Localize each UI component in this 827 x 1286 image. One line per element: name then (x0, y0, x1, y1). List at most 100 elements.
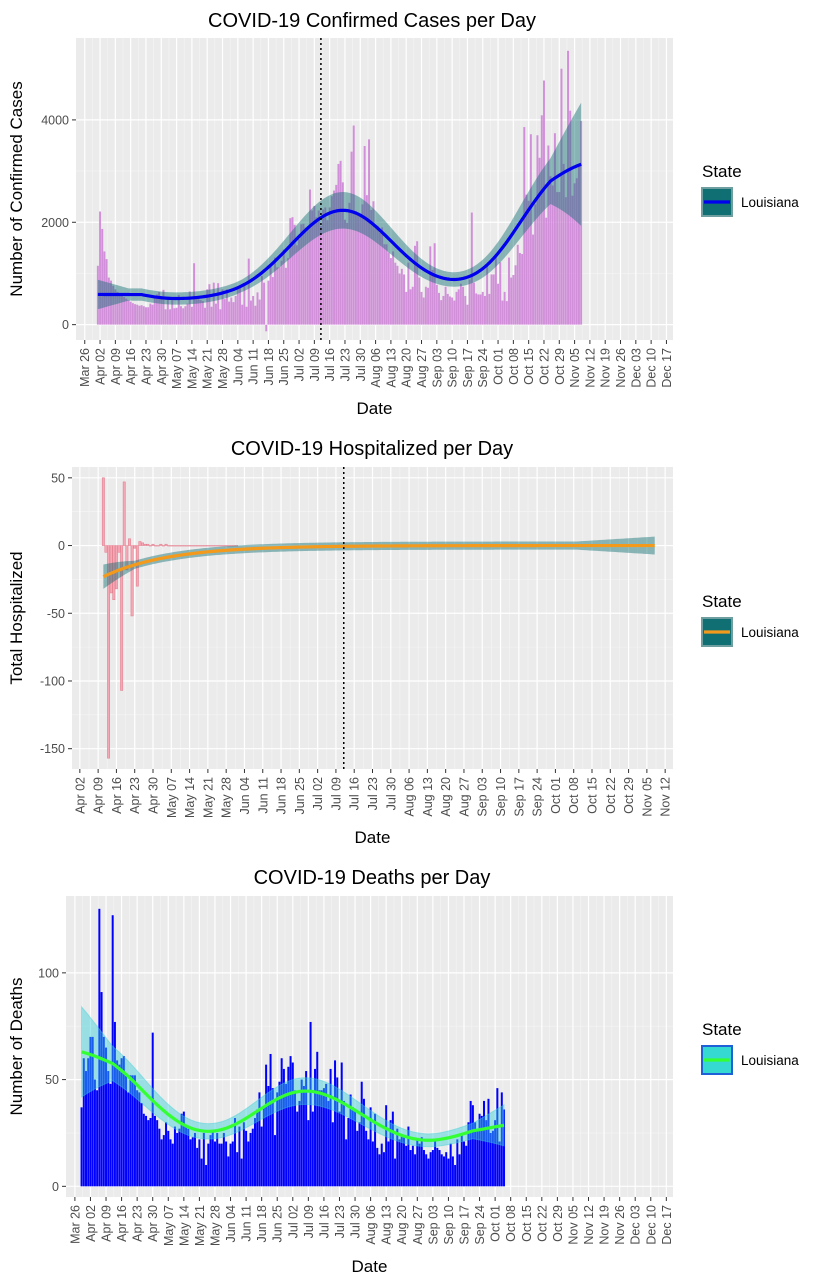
bar (392, 251, 395, 325)
bar (300, 1079, 303, 1187)
bar (309, 1021, 312, 1187)
bar (361, 204, 364, 325)
bar (177, 545, 181, 547)
bar (398, 273, 401, 325)
bar (429, 246, 432, 325)
bar (295, 245, 298, 325)
bar (146, 543, 150, 546)
bar (258, 1092, 261, 1187)
bar (252, 295, 255, 325)
bar (447, 1158, 450, 1187)
bar (209, 545, 212, 547)
bar (267, 280, 270, 325)
x-tick-label: Aug 13 (421, 777, 435, 817)
bar (374, 1113, 377, 1187)
bar (514, 265, 517, 325)
bar (151, 1032, 154, 1187)
bar (371, 1141, 374, 1187)
bar (171, 1143, 174, 1187)
bar (477, 294, 480, 325)
bar (314, 1068, 317, 1187)
x-tick-label: Oct 22 (535, 1205, 549, 1242)
x-tick-label: Nov 12 (583, 348, 597, 388)
bar (160, 297, 163, 325)
bar (251, 1128, 254, 1187)
y-tick-label: 0 (62, 318, 69, 332)
x-tick-label: Oct 08 (504, 1205, 518, 1242)
x-tick-label: May 21 (201, 777, 215, 818)
legend: State Louisiana (701, 1020, 799, 1075)
bar (580, 120, 583, 325)
bar (122, 1056, 125, 1187)
bar (230, 297, 233, 325)
bar (125, 545, 129, 571)
bar (387, 252, 390, 325)
bar (239, 285, 241, 325)
bar (475, 293, 478, 325)
bar (313, 205, 316, 325)
bar (100, 992, 103, 1187)
y-axis-title: Number of Deaths (7, 978, 26, 1116)
bar (542, 80, 545, 325)
bar (219, 309, 222, 325)
bar (218, 1143, 221, 1187)
bar (536, 135, 539, 325)
x-tick-label: Aug 20 (400, 348, 414, 388)
bar (505, 301, 508, 325)
bar (413, 245, 416, 325)
x-tick-label: Aug 20 (439, 777, 453, 817)
bar (551, 185, 554, 325)
bar (529, 134, 532, 325)
bar (85, 1071, 88, 1187)
bar (134, 304, 137, 325)
bar (109, 1083, 112, 1187)
x-tick-label: Oct 22 (537, 348, 551, 385)
bar (159, 543, 163, 546)
x-tick-label: Apr 16 (124, 348, 138, 385)
x-tick-label: Nov 05 (640, 777, 654, 817)
bar (451, 1156, 454, 1187)
bar (120, 545, 124, 691)
bar (347, 1118, 350, 1187)
bar (547, 145, 550, 325)
bar (158, 291, 161, 325)
x-tick-label: Oct 15 (520, 1205, 534, 1242)
bar (154, 545, 158, 547)
x-tick-label: Apr 16 (110, 777, 124, 814)
bar (409, 1150, 412, 1187)
x-axis-title: Date (352, 1257, 388, 1276)
bar (327, 1100, 330, 1187)
bar (394, 262, 397, 325)
y-tick-label: 50 (51, 471, 65, 485)
bar (210, 306, 213, 325)
x-tick-label: Jul 09 (302, 1205, 316, 1238)
bar (307, 1120, 310, 1187)
bar (367, 1139, 370, 1187)
bar (389, 1120, 392, 1187)
bar (549, 176, 552, 325)
bar (133, 545, 137, 549)
bar (211, 1130, 214, 1187)
bar (110, 280, 112, 325)
bar (236, 1152, 239, 1187)
bar (573, 183, 576, 325)
bar (256, 1109, 259, 1187)
x-tick-label: Jun 04 (231, 348, 245, 386)
bar (206, 545, 210, 547)
bar (427, 287, 430, 325)
bar (260, 276, 263, 325)
bar (167, 1130, 170, 1187)
chart-2: COVID-19 Hospitalized per Day -150 -100 -50… (7, 438, 799, 847)
bar (225, 1141, 228, 1187)
x-tick-label: Jul 23 (338, 348, 352, 381)
x-tick-label: Apr 02 (84, 1205, 98, 1242)
bar (427, 1158, 430, 1187)
bar (336, 1077, 339, 1187)
bar (222, 545, 225, 547)
bar (420, 291, 423, 325)
bar (374, 228, 377, 325)
bar (247, 1141, 250, 1187)
bar (118, 293, 121, 325)
x-tick-label: Dec 10 (645, 348, 659, 388)
bar (454, 1164, 457, 1187)
